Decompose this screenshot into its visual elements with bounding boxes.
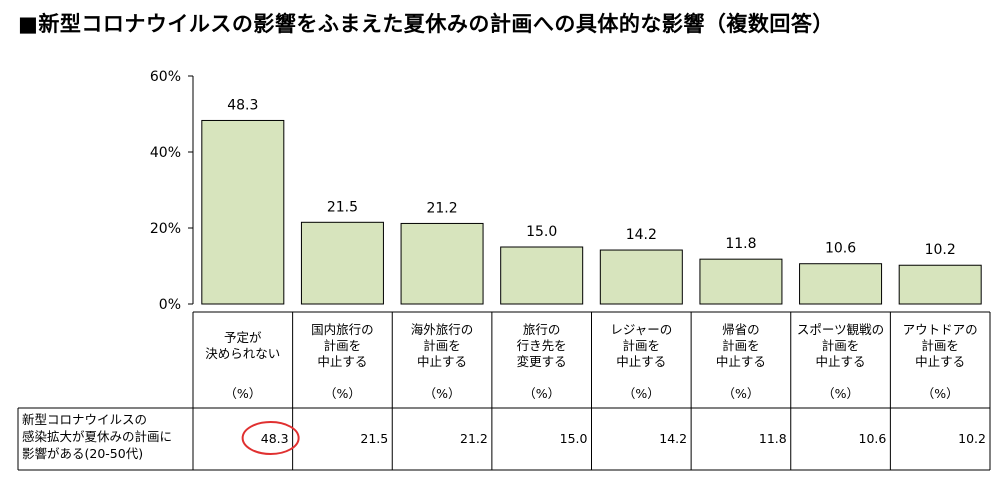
unit-label: （%） bbox=[922, 386, 959, 401]
table-value: 21.5 bbox=[360, 431, 388, 446]
category-label: 計画を bbox=[423, 338, 461, 353]
table-row-label: 影響がある(20-50代) bbox=[22, 446, 143, 461]
category-label: 計画を bbox=[623, 338, 661, 353]
table-value: 15.0 bbox=[560, 431, 588, 446]
bar bbox=[300, 221, 384, 305]
category-label: 行き先を bbox=[517, 338, 567, 353]
highlight-circle bbox=[241, 421, 300, 455]
bar bbox=[699, 258, 783, 305]
y-tick-label: 40% bbox=[150, 145, 181, 161]
bar bbox=[500, 246, 584, 305]
chart-title: ■新型コロナウイルスの影響をふまえた夏休みの計画への具体的な影響（複数回答） bbox=[18, 12, 834, 36]
category-label: 国内旅行の bbox=[311, 322, 374, 337]
table-value: 10.2 bbox=[958, 431, 986, 446]
y-tick-label: 20% bbox=[150, 221, 181, 237]
unit-label: （%） bbox=[224, 386, 261, 401]
category-label: 決められない bbox=[205, 346, 280, 361]
bar-value-label: 11.8 bbox=[725, 236, 756, 252]
category-label: 予定が bbox=[224, 330, 262, 345]
category-label: 中止する bbox=[716, 354, 766, 369]
table-value: 48.3 bbox=[261, 431, 289, 446]
bar bbox=[799, 263, 883, 305]
bar-value-label: 21.5 bbox=[327, 199, 358, 215]
unit-label: （%） bbox=[623, 386, 660, 401]
category-label: 帰省の bbox=[722, 322, 760, 337]
bar bbox=[201, 119, 285, 305]
table-row-label: 新型コロナウイルスの bbox=[22, 412, 147, 427]
unit-label: （%） bbox=[424, 386, 461, 401]
bar-value-label: 21.2 bbox=[426, 200, 457, 216]
table-value: 21.2 bbox=[460, 431, 488, 446]
unit-label: （%） bbox=[324, 386, 361, 401]
category-label: 中止する bbox=[816, 354, 866, 369]
table-value: 14.2 bbox=[659, 431, 687, 446]
bar bbox=[898, 264, 982, 305]
category-label: 中止する bbox=[616, 354, 666, 369]
category-label: 計画を bbox=[921, 338, 959, 353]
category-label: 中止する bbox=[317, 354, 367, 369]
category-label: 海外旅行の bbox=[411, 322, 474, 337]
y-tick-label: 0% bbox=[159, 297, 181, 313]
table-row-label: 感染拡大が夏休みの計画に bbox=[22, 429, 172, 444]
unit-label: （%） bbox=[722, 386, 759, 401]
bar-value-label: 48.3 bbox=[227, 97, 258, 113]
bar bbox=[599, 249, 683, 305]
category-label: 計画を bbox=[324, 338, 362, 353]
y-tick-label: 60% bbox=[150, 69, 181, 85]
table-value: 10.6 bbox=[859, 431, 887, 446]
category-label: 旅行の bbox=[523, 322, 561, 337]
category-label: アウトドアの bbox=[903, 322, 978, 337]
category-label: 計画を bbox=[722, 338, 760, 353]
category-label: レジャーの bbox=[610, 322, 672, 337]
category-label: 計画を bbox=[822, 338, 860, 353]
unit-label: （%） bbox=[523, 386, 560, 401]
category-label: 変更する bbox=[517, 354, 567, 369]
bar-value-label: 10.2 bbox=[925, 242, 956, 258]
category-label: スポーツ観戦の bbox=[797, 322, 884, 337]
bar bbox=[400, 222, 484, 305]
bar-value-label: 15.0 bbox=[526, 224, 557, 240]
table-value: 11.8 bbox=[759, 431, 787, 446]
category-label: 中止する bbox=[417, 354, 467, 369]
bar-value-label: 14.2 bbox=[626, 227, 657, 243]
unit-label: （%） bbox=[822, 386, 859, 401]
category-label: 中止する bbox=[915, 354, 965, 369]
bar-value-label: 10.6 bbox=[825, 241, 856, 257]
